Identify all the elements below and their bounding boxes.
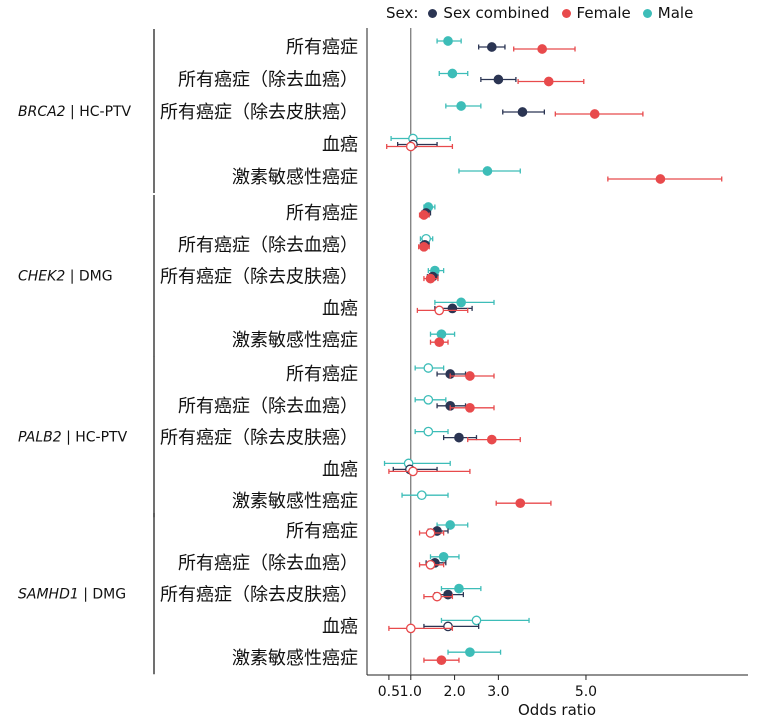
x-tick-label-2: 2.0	[443, 684, 465, 700]
point-palb2-1-female	[465, 402, 475, 413]
x-tick-label-4: 5.0	[575, 684, 597, 700]
legend-dot-male-icon	[642, 8, 652, 18]
point-samhd1-1-male	[438, 551, 449, 562]
point-palb2-2-combined	[454, 432, 464, 443]
point-brca2-2-combined	[517, 107, 528, 117]
point-samhd1-0-female	[425, 528, 436, 538]
legend-item-combined: Sex combined	[428, 4, 550, 22]
gene-variant-class: | DMG	[65, 269, 112, 285]
point-brca2-2-male	[456, 101, 467, 111]
gene-variant-class: | DMG	[79, 587, 126, 603]
point-palb2-3-female	[408, 466, 418, 477]
row-label-brca2-0: 所有癌症	[286, 37, 358, 58]
point-chek2-1-female	[419, 241, 429, 252]
point-brca2-4-female	[655, 174, 666, 184]
point-samhd1-3-combined	[443, 621, 453, 632]
point-palb2-2-female	[486, 434, 497, 445]
gene-variant-class: | HC-PTV	[66, 104, 132, 120]
point-chek2-3-male	[456, 297, 467, 308]
point-brca2-3-female	[405, 141, 416, 152]
point-brca2-1-male	[447, 68, 458, 79]
row-label-palb2-3: 血癌	[322, 459, 358, 480]
x-tick-label-0: 0.5	[378, 684, 400, 700]
x-tick-label-1: 1.0	[400, 684, 422, 700]
gene-name: CHEK2	[18, 269, 65, 285]
legend: Sex: Sex combined Female Male	[386, 3, 705, 23]
row-label-samhd1-1: 所有癌症（除去血癌）	[178, 553, 358, 574]
point-samhd1-2-combined	[443, 589, 453, 600]
point-palb2-4-female	[515, 498, 526, 509]
point-brca2-0-female	[537, 44, 548, 54]
point-chek2-3-female	[434, 305, 445, 316]
point-palb2-0-female	[465, 371, 475, 381]
point-chek2-3-combined	[447, 303, 458, 314]
row-label-chek2-3: 血癌	[322, 298, 358, 319]
gene-label-palb2: PALB2 | HC-PTV	[18, 430, 128, 446]
gene-label-samhd1: SAMHD1 | DMG	[18, 587, 126, 603]
row-label-brca2-4: 激素敏感性癌症	[232, 167, 358, 188]
legend-dot-combined-icon	[428, 8, 438, 18]
point-brca2-4-male	[482, 166, 493, 176]
legend-dot-female-icon	[561, 8, 571, 18]
point-brca2-0-male	[443, 36, 453, 46]
point-brca2-2-female	[589, 109, 600, 119]
point-brca2-0-combined	[486, 42, 497, 52]
legend-title: Sex:	[386, 4, 419, 22]
point-samhd1-3-female	[405, 623, 416, 634]
row-label-palb2-1: 所有癌症（除去血癌）	[178, 396, 358, 417]
row-label-palb2-0: 所有癌症	[286, 364, 358, 385]
legend-item-male: Male	[642, 4, 694, 22]
gene-name: PALB2	[18, 430, 62, 446]
point-samhd1-3-male	[471, 615, 482, 626]
point-chek2-2-female	[425, 273, 436, 284]
row-label-brca2-2: 所有癌症（除去皮肤癌）	[160, 102, 358, 123]
point-chek2-0-female	[419, 210, 429, 220]
gene-label-brca2: BRCA2 | HC-PTV	[18, 104, 132, 120]
point-samhd1-4-male	[465, 647, 475, 658]
point-samhd1-1-female	[425, 559, 436, 570]
row-label-chek2-4: 激素敏感性癌症	[232, 330, 358, 351]
gene-variant-class: | HC-PTV	[62, 430, 128, 446]
legend-label-female: Female	[576, 4, 631, 22]
row-label-samhd1-3: 血癌	[322, 616, 358, 637]
gene-name: BRCA2	[18, 104, 66, 120]
point-chek2-4-female	[434, 337, 445, 348]
point-samhd1-4-female	[436, 655, 447, 666]
point-palb2-4-male	[416, 490, 427, 501]
legend-label-combined: Sex combined	[443, 4, 550, 22]
point-palb2-1-male	[423, 394, 434, 405]
point-samhd1-2-male	[454, 583, 464, 594]
point-brca2-1-female	[543, 76, 554, 87]
legend-item-female: Female	[561, 4, 631, 22]
x-axis-title: Odds ratio	[518, 701, 596, 719]
gene-label-chek2: CHEK2 | DMG	[18, 269, 113, 285]
x-tick-label-3: 3.0	[487, 684, 509, 700]
point-brca2-1-combined	[493, 74, 504, 85]
point-samhd1-0-male	[445, 520, 456, 530]
row-label-chek2-2: 所有癌症（除去皮肤癌）	[160, 267, 358, 288]
row-label-brca2-3: 血癌	[322, 135, 358, 156]
point-palb2-2-male	[423, 426, 434, 437]
gene-name: SAMHD1	[18, 587, 79, 603]
point-samhd1-2-female	[432, 591, 442, 602]
legend-label-male: Male	[657, 4, 694, 22]
row-label-palb2-2: 所有癌症（除去皮肤癌）	[160, 428, 358, 449]
row-label-chek2-1: 所有癌症（除去血癌）	[178, 235, 358, 256]
row-label-palb2-4: 激素敏感性癌症	[232, 491, 358, 512]
row-label-brca2-1: 所有癌症（除去血癌）	[178, 70, 358, 91]
row-label-chek2-0: 所有癌症	[286, 203, 358, 224]
row-label-samhd1-0: 所有癌症	[286, 521, 358, 542]
row-label-samhd1-4: 激素敏感性癌症	[232, 648, 358, 669]
point-palb2-0-male	[423, 363, 434, 373]
point-chek2-4-male	[436, 329, 447, 340]
row-label-samhd1-2: 所有癌症（除去皮肤癌）	[160, 585, 358, 606]
